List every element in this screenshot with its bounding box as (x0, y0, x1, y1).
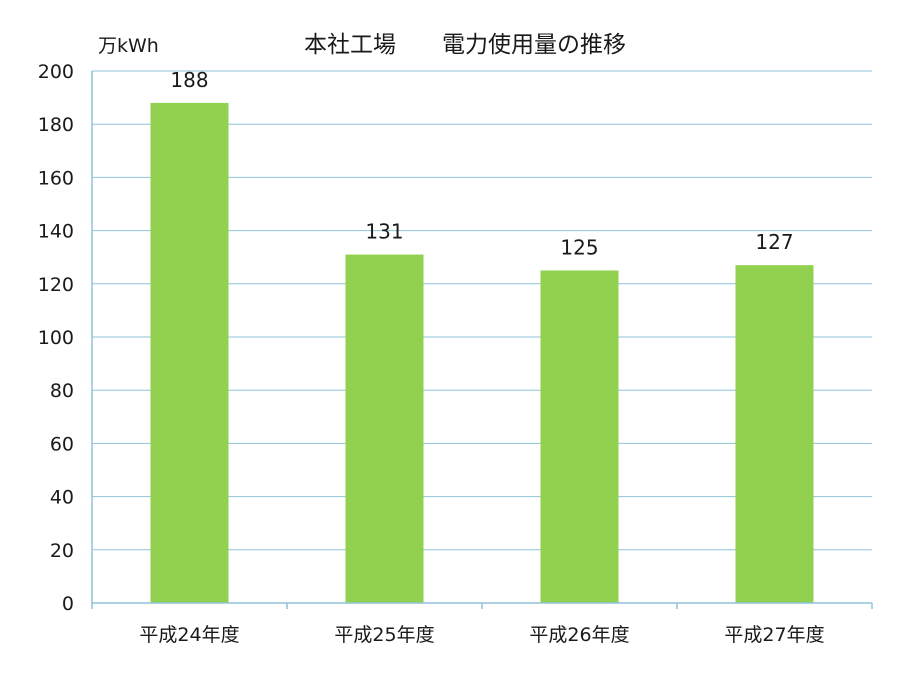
y-tick-label: 180 (38, 114, 74, 136)
bars (150, 102, 814, 604)
data-label: 131 (365, 220, 403, 244)
y-tick-label: 120 (38, 274, 74, 296)
data-label: 127 (755, 230, 793, 254)
axes (91, 71, 873, 609)
y-axis-unit-label: 万kWh (98, 35, 159, 57)
bar (150, 102, 229, 604)
data-label: 125 (560, 236, 598, 260)
chart-title: 本社工場 電力使用量の推移 (304, 32, 626, 58)
y-tick-label: 40 (50, 487, 74, 509)
x-tick-label: 平成27年度 (724, 624, 824, 646)
y-tick-label: 80 (50, 380, 74, 402)
labels: 0 20 40 60 80 100 120 140 160 180 200 188 平成24年度 131 平… (38, 61, 825, 646)
bar (345, 254, 424, 604)
x-tick-label: 平成24年度 (139, 624, 239, 646)
data-label: 188 (170, 68, 208, 92)
bar (735, 265, 814, 603)
y-tick-label: 100 (38, 327, 74, 349)
y-tick-label: 20 (50, 540, 74, 562)
bar (540, 270, 619, 603)
y-tick-label: 160 (38, 167, 74, 189)
y-tick-label: 0 (62, 593, 74, 615)
y-tick-label: 60 (50, 433, 74, 455)
x-tick-label: 平成26年度 (529, 624, 629, 646)
x-tick-label: 平成25年度 (334, 624, 434, 646)
y-tick-label: 140 (38, 221, 74, 243)
y-tick-label: 200 (38, 61, 74, 83)
